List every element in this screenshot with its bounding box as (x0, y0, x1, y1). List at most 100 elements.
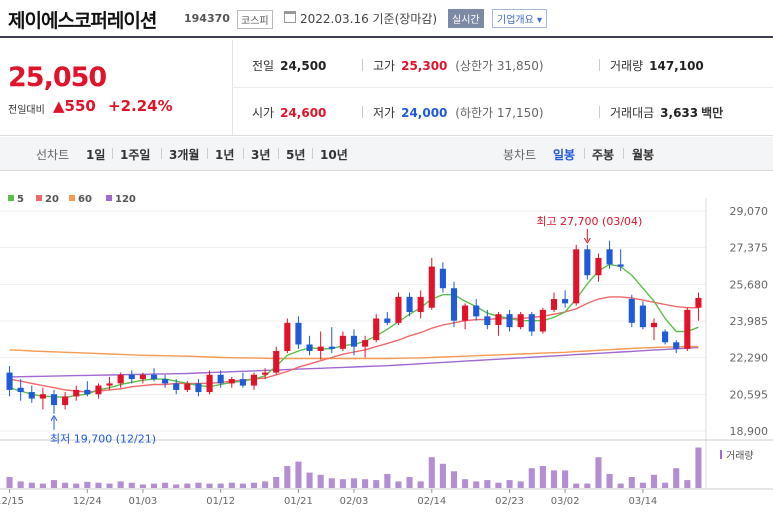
candle-body (62, 396, 69, 406)
divider (312, 148, 313, 159)
legend-ma5-swatch (8, 195, 14, 201)
volume-bar (373, 480, 380, 488)
candle (228, 376, 235, 388)
candle (95, 383, 102, 399)
candle-body (662, 331, 669, 343)
tab-monthly[interactable]: 월봉 (632, 148, 655, 162)
candle (662, 329, 669, 345)
max-arrow-head (583, 237, 591, 244)
candle (406, 292, 413, 317)
candle-body (417, 296, 424, 313)
candle-body (50, 394, 58, 406)
candle (462, 303, 469, 330)
realtime-button[interactable]: 실시간 (448, 9, 484, 28)
tab-10y[interactable]: 10년 (320, 148, 348, 162)
candle (273, 346, 280, 375)
candle (106, 376, 113, 390)
candle (128, 370, 135, 384)
tab-3y[interactable]: 3년 (251, 148, 271, 162)
upper-limit-label: 상한가 (459, 59, 494, 73)
candle-body (673, 342, 680, 349)
x-tick-label: 12/15 (0, 496, 24, 507)
tab-3m[interactable]: 3개월 (169, 148, 200, 162)
volume-bar (106, 483, 113, 488)
candle-body (595, 257, 602, 276)
volume-bar (417, 481, 424, 488)
candle-body (262, 372, 269, 375)
candle-body (428, 266, 435, 308)
tab-1w[interactable]: 1주일 (120, 148, 151, 162)
candle (450, 281, 458, 328)
candle-body (406, 296, 413, 313)
volume-bars (6, 447, 702, 488)
volume-bar (250, 482, 258, 488)
candle (595, 253, 602, 282)
candle (384, 312, 391, 326)
divider (584, 148, 585, 159)
candle-body (284, 322, 291, 351)
candle-body (84, 389, 91, 395)
y-tick-label: 18,900 (730, 425, 769, 438)
candle-body (517, 314, 524, 328)
candle-body (373, 318, 380, 341)
volume-bar (228, 482, 235, 488)
volume-bar (628, 477, 635, 488)
low-value: 24,000 (401, 106, 448, 120)
open-label: 시가 (252, 106, 275, 120)
volume-bar (162, 482, 169, 488)
volume: 거래량 147,100 (610, 57, 704, 74)
legend-ma120-swatch (106, 195, 112, 201)
divider (207, 148, 208, 159)
x-tick-label: 01/03 (128, 496, 157, 507)
candle-body (439, 268, 446, 289)
open: 시가 24,600 (252, 104, 326, 121)
candle-body (217, 374, 224, 384)
candle (17, 379, 24, 401)
tab-1y[interactable]: 1년 (215, 148, 235, 162)
candle-body (317, 346, 324, 351)
prev-close-value: 24,500 (280, 59, 327, 73)
candle (584, 244, 591, 280)
x-axis: 12/15 12/24 01/03 01/12 01/21 02/03 02/14 02/23… (0, 489, 657, 507)
candle (650, 318, 658, 341)
calendar-icon (284, 11, 296, 23)
legend-ma60-swatch (69, 195, 75, 201)
tab-5y[interactable]: 5년 (286, 148, 306, 162)
volume-bar (473, 481, 480, 488)
candle (695, 292, 702, 321)
legend-ma20-swatch (36, 195, 42, 201)
candle (362, 335, 369, 358)
volume-bar (262, 481, 269, 488)
candle (606, 240, 613, 269)
candle (495, 312, 502, 336)
tab-1d[interactable]: 1일 (86, 148, 106, 162)
tab-weekly[interactable]: 주봉 (592, 148, 615, 162)
high: 고가 25,300 (상한가 31,850) (373, 59, 544, 73)
volume-bar (450, 471, 458, 488)
tab-daily[interactable]: 일봉 (553, 148, 576, 162)
volume-bar (173, 484, 180, 488)
volume-bar (506, 480, 513, 488)
candle-chart-label: 봉차트 (503, 148, 537, 162)
volume-bar (617, 483, 624, 488)
volume-bar (662, 482, 669, 488)
legend-ma120: 120 (115, 194, 136, 205)
y-axis: 29,070 27,375 25,680 23,985 22,290 20,595 18,9… (730, 205, 769, 438)
candle-body (39, 394, 46, 399)
candle (39, 387, 46, 410)
company-overview-button[interactable]: 기업개요 ▾ (492, 9, 547, 28)
candle (373, 314, 380, 343)
volume-bar (284, 466, 291, 488)
candlestick-chart[interactable]: 5 20 60 120 최고 27,700 (03/04) 최저 19,700 … (0, 178, 773, 522)
candle-body (295, 322, 302, 345)
low-label: 저가 (373, 106, 396, 120)
volume-bar (362, 479, 369, 488)
candle (284, 318, 291, 354)
volume-bar (328, 478, 335, 488)
candle (317, 331, 324, 360)
volume-bar (139, 484, 146, 488)
divider (599, 106, 600, 118)
volume-bar (517, 481, 524, 488)
volume-bar (406, 477, 413, 488)
